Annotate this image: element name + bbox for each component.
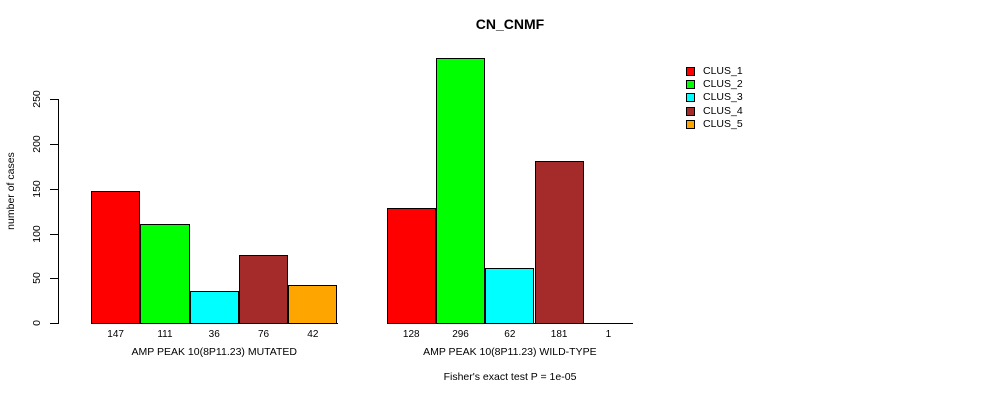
legend-label: CLUS_3 (703, 91, 743, 104)
legend-label: CLUS_1 (703, 65, 743, 78)
bar-value-label: 111 (157, 329, 173, 340)
bar-clus_4-group1 (238, 254, 289, 324)
bar-value-label: 1 (605, 329, 612, 340)
legend-swatch-clus_5 (686, 119, 695, 129)
y-axis-label: number of cases (5, 152, 17, 230)
y-axis-tick (50, 99, 58, 101)
legend-label: CLUS_5 (703, 117, 743, 130)
group-label: AMP PEAK 10(8P11.23) MUTATED (131, 346, 298, 358)
legend-item: CLUS_4 (686, 105, 776, 118)
bar-clus_2-group1 (140, 223, 190, 324)
legend-item: CLUS_5 (686, 118, 776, 131)
y-axis-tick (50, 278, 58, 280)
y-axis-tick-label: 200 (31, 135, 43, 153)
legend-item: CLUS_3 (686, 91, 776, 104)
bar-clus_1-group2 (386, 208, 436, 324)
bar-clus_1-group1 (91, 191, 141, 324)
y-axis-tick-label: 100 (31, 224, 43, 243)
bar-value-label: 42 (307, 329, 319, 340)
bar-value-label: 128 (402, 329, 420, 340)
bar-clus_4-group2 (534, 161, 584, 324)
legend-swatch-clus_4 (686, 106, 695, 116)
legend-item: CLUS_2 (686, 78, 776, 91)
y-axis-tick-label: 250 (31, 90, 43, 109)
bar-value-label: 147 (107, 329, 124, 340)
legend-swatch-clus_1 (686, 67, 695, 77)
group-label: AMP PEAK 10(8P11.23) WILD-TYPE (423, 346, 597, 358)
y-axis-tick (50, 233, 58, 235)
y-axis-tick-label: 150 (31, 179, 43, 198)
bar-value-label: 36 (208, 329, 220, 340)
y-axis-tick (50, 144, 58, 145)
bar-clus_5-group1 (288, 285, 338, 324)
fisher-test-annotation: Fisher's exact test P = 1e-05 (443, 371, 577, 383)
bar-value-label: 76 (257, 329, 270, 340)
bar-clus_3-group2 (485, 267, 535, 324)
legend-label: CLUS_2 (703, 78, 743, 91)
y-axis-tick (50, 323, 58, 324)
bar-clus_3-group1 (189, 290, 239, 324)
legend-swatch-clus_2 (686, 80, 695, 90)
bar-value-label: 181 (550, 329, 568, 340)
y-axis-tick-label: 0 (31, 320, 43, 326)
y-axis-tick (50, 188, 58, 190)
legend-item: CLUS_1 (686, 65, 776, 78)
y-axis-line (58, 99, 59, 324)
legend-swatch-clus_3 (686, 93, 695, 103)
y-axis-tick-label: 50 (31, 272, 43, 285)
bar-value-label: 62 (504, 329, 516, 340)
legend-label: CLUS_4 (703, 104, 743, 117)
chart-title: CN_CNMF (475, 16, 545, 32)
bar-clus_2-group2 (435, 58, 486, 324)
bar-value-label: 296 (452, 329, 469, 340)
